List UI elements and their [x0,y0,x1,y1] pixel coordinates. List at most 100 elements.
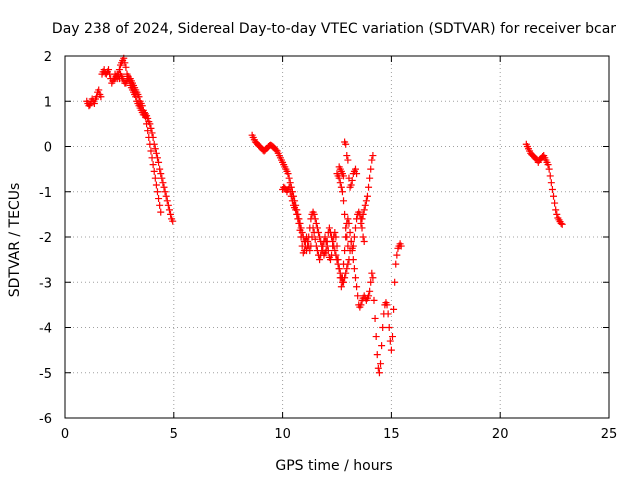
data-point [363,192,371,200]
data-point [335,265,343,273]
data-point [306,247,314,255]
y-tick-label: 1 [44,95,52,110]
data-point [343,233,351,241]
data-point [153,188,161,196]
data-point [310,228,318,236]
data-point [122,63,130,71]
data-point [169,217,177,225]
data-point [553,210,561,218]
data-point [160,183,168,191]
data-point [370,296,378,304]
data-point [322,238,330,246]
data-point [357,301,365,309]
data-point [351,274,359,282]
data-point [157,170,165,178]
data-point [328,251,336,259]
data-point [358,224,366,232]
data-point [548,185,556,193]
data-point [318,247,326,255]
data-point [340,260,348,268]
data-point [337,283,345,291]
data-point [547,179,555,187]
data-point [347,181,355,189]
data-point [377,360,385,368]
data-point [551,199,559,207]
data-point [149,133,157,141]
data-point [159,179,167,187]
x-tick-label: 5 [170,427,178,442]
data-point [284,170,292,178]
data-point [552,206,560,214]
data-point [379,324,387,331]
data-point [296,226,304,234]
data-point [146,120,154,128]
data-point [317,251,325,259]
data-point [360,238,368,246]
data-point [153,154,161,162]
data-point [367,165,375,173]
plot-frame [64,55,610,419]
data-point [105,66,113,74]
x-tick-label: 10 [274,427,291,442]
data-series-bcar [83,54,566,377]
data-point [151,174,159,182]
data-point [393,251,401,259]
data-point [331,228,339,236]
x-tick-label: 25 [601,427,618,442]
data-point [285,183,293,191]
data-point [387,346,395,354]
data-point [558,220,566,228]
data-point [85,102,93,110]
data-point [347,238,355,246]
data-point [163,197,171,205]
data-point [293,210,301,218]
data-point [164,201,172,209]
data-point [294,215,302,223]
data-point [150,140,158,148]
data-point [148,129,156,137]
data-point [544,161,552,169]
data-point [390,305,398,313]
data-point [365,292,373,300]
data-point [324,247,332,255]
data-point [312,242,320,250]
x-tick-label: 15 [383,427,400,442]
data-point [147,147,155,155]
data-point [156,201,164,209]
data-point [368,269,376,277]
data-point [338,188,346,196]
data-point [158,174,166,182]
y-tick-label: -6 [39,412,52,427]
data-point [90,100,98,108]
data-point [391,278,399,286]
data-point [349,256,357,264]
data-point [369,274,377,282]
data-point [345,219,353,227]
y-tick-label: -5 [39,367,52,382]
data-point [152,149,160,157]
data-point [86,101,94,109]
data-point [368,156,376,164]
data-point [155,195,163,203]
data-point [95,86,103,94]
data-point [309,224,317,232]
y-axis-label: SDTVAR / TECUs [7,183,23,298]
data-point [151,145,159,153]
data-point [354,292,362,300]
data-point [343,152,351,160]
data-point [366,287,374,295]
data-point [351,224,359,232]
data-point [346,228,354,236]
data-point [333,242,341,250]
data-point [287,192,295,200]
data-point [115,66,123,74]
data-point [385,324,393,331]
y-tick-label: 2 [44,50,52,65]
x-tick-label: 0 [61,427,69,442]
data-point [337,183,345,191]
data-point [292,206,300,214]
data-point [121,59,129,67]
data-point [344,242,352,250]
data-point [357,219,365,227]
data-point [157,208,165,216]
